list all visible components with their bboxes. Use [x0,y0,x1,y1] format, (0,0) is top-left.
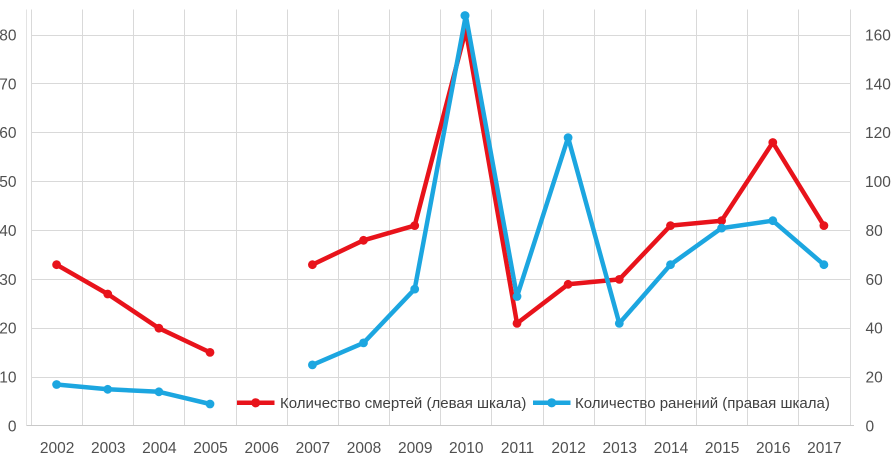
svg-text:20: 20 [866,370,884,387]
svg-text:160: 160 [865,27,891,44]
svg-text:40: 40 [866,321,884,338]
svg-text:120: 120 [865,125,891,142]
svg-text:60: 60 [0,125,17,142]
svg-text:10: 10 [0,370,17,387]
svg-text:0: 0 [8,418,17,435]
svg-text:2009: 2009 [398,440,432,457]
svg-text:30: 30 [0,272,17,289]
svg-text:2012: 2012 [551,440,585,457]
svg-text:2006: 2006 [244,440,278,457]
svg-text:Количество ранений (правая шка: Количество ранений (правая шкала) [575,395,830,412]
svg-text:2005: 2005 [193,440,227,457]
svg-text:70: 70 [0,76,17,93]
svg-text:2008: 2008 [347,440,381,457]
svg-text:2003: 2003 [91,440,125,457]
svg-text:2017: 2017 [807,440,841,457]
svg-text:2010: 2010 [449,440,484,457]
svg-text:Количество смертей (левая шкал: Количество смертей (левая шкала) [280,395,526,412]
svg-text:2016: 2016 [756,440,790,457]
svg-text:2011: 2011 [501,440,534,457]
svg-text:100: 100 [865,174,891,191]
svg-text:20: 20 [0,321,17,338]
svg-text:2002: 2002 [40,440,74,457]
svg-text:2007: 2007 [296,440,330,457]
svg-text:60: 60 [866,272,884,289]
svg-text:40: 40 [0,223,17,240]
svg-text:2015: 2015 [705,440,739,457]
svg-text:140: 140 [865,76,891,93]
svg-text:0: 0 [866,418,875,435]
svg-text:80: 80 [866,223,884,240]
svg-text:80: 80 [0,27,17,44]
svg-text:2013: 2013 [603,440,637,457]
svg-text:50: 50 [0,174,17,191]
svg-text:2014: 2014 [654,440,689,457]
svg-text:2004: 2004 [142,440,177,457]
